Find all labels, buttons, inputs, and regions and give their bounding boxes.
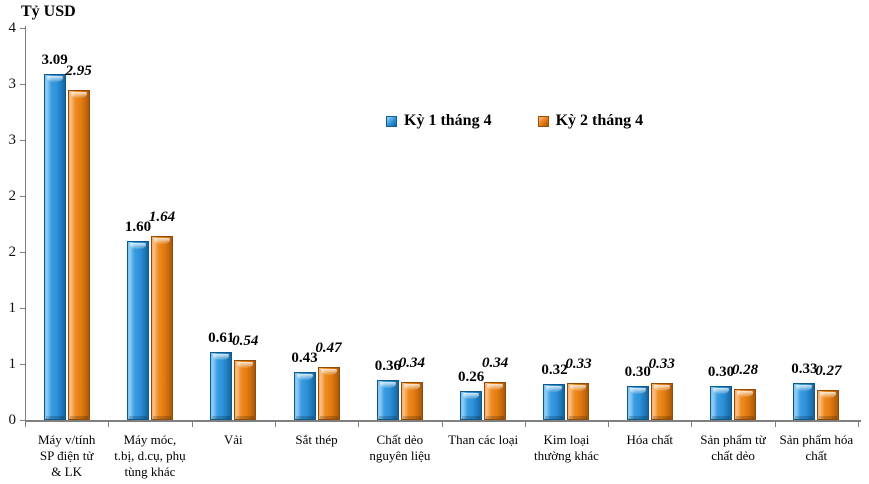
y-tick-mark — [20, 27, 25, 29]
y-tick-label: 4 — [8, 20, 17, 36]
bar-ky2 — [817, 389, 840, 420]
data-label: 0.33 — [648, 356, 675, 373]
x-category-label: Máy v/tính SP điện tử & LK — [37, 432, 96, 479]
bar-ky1 — [293, 371, 316, 420]
bar-ky1 — [460, 390, 483, 420]
legend-item-ky1: Kỳ 1 tháng 4 — [386, 112, 492, 130]
y-tick-label: 1 — [8, 356, 17, 372]
bar-ky2 — [234, 359, 257, 420]
data-label: 0.30 — [624, 364, 651, 381]
data-label: 0.36 — [374, 357, 401, 374]
bar-ky1 — [543, 384, 566, 420]
x-category-label: Máy móc, t.bị, d.cụ, phụ tùng khác — [114, 432, 186, 479]
data-label: 0.28 — [731, 361, 759, 378]
y-tick-mark — [20, 83, 25, 85]
data-label: 0.26 — [458, 368, 485, 385]
data-label: 0.34 — [482, 354, 509, 371]
data-label: 0.33 — [565, 356, 592, 373]
x-tick-mark — [358, 422, 360, 427]
bar-ky1 — [710, 386, 733, 420]
data-label: 0.43 — [291, 349, 318, 366]
x-category-label: Sắt thép — [295, 432, 338, 447]
x-category-label: Sản phẩm từ chất dẻo — [700, 432, 766, 463]
x-tick-mark — [524, 422, 526, 427]
data-label: 0.61 — [208, 329, 235, 346]
x-tick-mark — [25, 422, 26, 427]
x-category-label: Sản phẩm hóa chất — [779, 432, 854, 463]
x-tick-mark — [191, 422, 193, 427]
x-category-label: Chất dẻo nguyên liệu — [369, 432, 431, 463]
x-tick-mark — [858, 422, 859, 427]
data-label: 0.27 — [815, 362, 842, 379]
bar-ky2 — [734, 388, 757, 420]
bar-ky1 — [376, 379, 399, 420]
y-tick-label: 1 — [8, 300, 17, 316]
x-tick-mark — [608, 422, 610, 427]
y-tick-mark — [20, 307, 25, 309]
bar-ky2 — [67, 89, 90, 420]
bar-ky2 — [400, 381, 423, 420]
data-label: 0.34 — [398, 354, 425, 371]
bar-ky1 — [210, 351, 233, 420]
legend-marker-ky2-icon — [537, 115, 549, 127]
y-tick-mark — [20, 251, 25, 253]
x-axis-line — [25, 420, 861, 422]
bar-ky1 — [126, 240, 149, 420]
y-axis-line — [25, 26, 26, 422]
y-tick-label: 3 — [8, 132, 17, 148]
bar-ky1 — [43, 73, 66, 420]
x-tick-mark — [108, 422, 110, 427]
data-label: 1.60 — [124, 218, 152, 235]
data-label: 0.30 — [707, 364, 735, 381]
legend-marker-ky1-icon — [386, 115, 397, 127]
x-category-label: Hóa chất — [626, 432, 674, 447]
bar-ky1 — [793, 383, 816, 420]
x-category-label: Than các loại — [448, 432, 519, 447]
y-tick-label: 3 — [8, 76, 17, 92]
data-label: 0.47 — [315, 340, 342, 357]
x-tick-mark — [274, 422, 276, 427]
data-label: 0.33 — [791, 361, 818, 378]
x-tick-mark — [441, 422, 443, 427]
data-label: 2.95 — [65, 62, 92, 79]
y-tick-mark — [20, 363, 25, 365]
x-tick-mark — [774, 422, 776, 427]
data-label: 0.54 — [232, 332, 259, 349]
bar-ky2 — [317, 367, 340, 420]
bar-ky2 — [567, 383, 590, 420]
y-tick-label: 2 — [8, 188, 17, 204]
y-tick-label: 0 — [8, 412, 17, 428]
bar-ky2 — [650, 383, 673, 420]
legend: Kỳ 1 tháng 4 Kỳ 2 tháng 4 — [386, 112, 643, 130]
legend-item-ky2: Kỳ 2 tháng 4 — [537, 112, 644, 130]
y-tick-mark — [20, 419, 25, 421]
bar-ky2 — [150, 236, 173, 420]
x-tick-mark — [691, 422, 693, 427]
y-tick-mark — [20, 139, 25, 141]
data-label: 0.32 — [541, 362, 568, 379]
bar-ky1 — [626, 386, 649, 420]
data-label: 1.64 — [148, 209, 176, 226]
bar-ky2 — [484, 381, 507, 420]
legend-label-ky1: Kỳ 1 tháng 4 — [404, 112, 492, 129]
y-tick-mark — [20, 195, 25, 197]
legend-label-ky2: Kỳ 2 tháng 4 — [555, 112, 644, 129]
data-label: 3.09 — [41, 51, 68, 68]
y-tick-label: 2 — [8, 244, 17, 260]
y-axis-title: Tỷ USD — [21, 3, 76, 20]
x-category-label: Vải — [223, 432, 243, 447]
x-category-label: Kim loại thường khác — [534, 432, 599, 463]
